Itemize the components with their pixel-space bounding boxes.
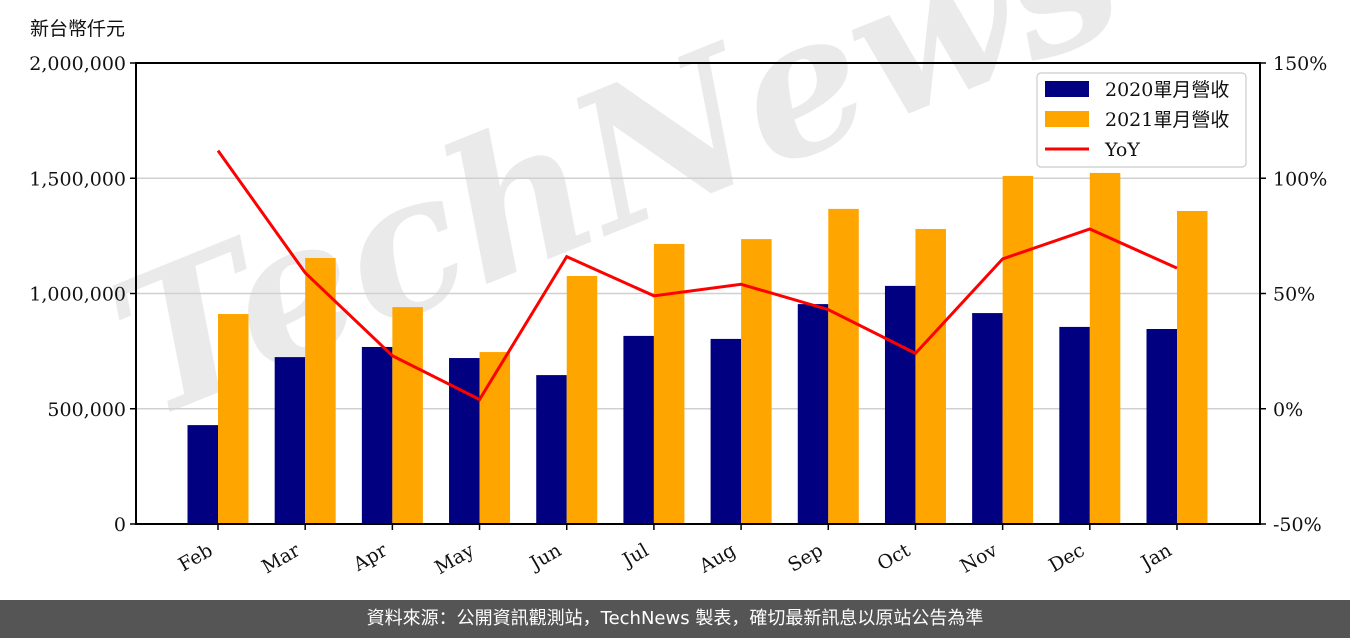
bar-2020單月營收-Sep [797, 304, 829, 524]
bar-2021單月營收-Jan [1177, 210, 1208, 524]
y2-tick-label: 100% [1273, 168, 1327, 190]
legend-swatch [1045, 111, 1089, 127]
x-tick-label: Jul [617, 539, 652, 572]
source-footer: 資料來源：公開資訊觀測站，TechNews 製表，確切最新訊息以原站公告為準 [0, 600, 1350, 638]
bar-2021單月營收-Jun [566, 275, 598, 524]
y2-tick-label: 50% [1273, 284, 1315, 306]
bar-2021單月營收-Jul [653, 243, 685, 524]
bar-2020單月營收-Jun [536, 375, 567, 524]
x-tick-label: May [431, 539, 478, 579]
y2-tick-label: 150% [1273, 53, 1327, 75]
bar-2021單月營收-Nov [1002, 175, 1034, 524]
bar-series [187, 172, 1208, 525]
y-tick-label: 1,000,000 [29, 284, 126, 306]
y2-tick-label: 0% [1273, 399, 1303, 421]
y-tick-label: 500,000 [47, 399, 126, 421]
bar-2020單月營收-Aug [710, 338, 742, 524]
bar-2020單月營收-Jan [1146, 328, 1177, 524]
bar-2021單月營收-Feb [218, 314, 249, 524]
bar-2020單月營收-Apr [361, 346, 393, 524]
x-tick-label: Apr [349, 539, 392, 576]
bar-2021單月營收-Aug [741, 239, 772, 525]
revenue-chart: TechNews 0500,0001,000,0001,500,0002,000… [29, 0, 1327, 579]
bar-2020單月營收-Mar [274, 357, 306, 524]
y-axis-unit-label: 新台幣仟元 [30, 18, 126, 40]
x-tick-label: Oct [874, 539, 915, 575]
x-tick-label: Sep [784, 539, 827, 576]
legend-swatch [1045, 81, 1089, 97]
y-tick-label: 2,000,000 [29, 53, 126, 75]
x-tick-label: Aug [695, 539, 740, 578]
bar-2021單月營收-Dec [1089, 172, 1121, 525]
legend-label: YoY [1104, 139, 1140, 161]
bar-2021單月營收-Apr [392, 307, 423, 524]
bar-2021單月營收-Sep [828, 208, 859, 524]
legend-label: 2020單月營收 [1105, 79, 1229, 101]
bar-2020單月營收-Nov [972, 313, 1003, 524]
y-tick-label: 0 [114, 514, 126, 536]
x-tick-label: Mar [258, 539, 304, 578]
bar-2021單月營收-Oct [915, 228, 946, 524]
yoy-line [216, 149, 1178, 402]
legend-label: 2021單月營收 [1105, 109, 1229, 131]
x-tick-label: Dec [1045, 539, 1088, 577]
y-tick-label: 1,500,000 [29, 168, 126, 190]
bar-2021單月營收-Mar [305, 258, 336, 524]
x-tick-label: Feb [175, 539, 217, 576]
legend: 2020單月營收 2021單月營收 YoY [1036, 72, 1247, 168]
x-tick-label: Jan [1136, 539, 1176, 575]
bar-2020單月營收-Feb [187, 425, 218, 524]
bar-2020單月營收-Oct [884, 285, 916, 524]
bar-2020單月營收-Dec [1059, 326, 1090, 524]
bar-2021單月營收-May [479, 352, 511, 524]
y2-tick-label: -50% [1273, 514, 1322, 536]
legend-box [1036, 72, 1247, 168]
bar-2020單月營收-Jul [623, 335, 654, 524]
x-tick-label: Nov [957, 539, 1002, 578]
bar-2020單月營收-May [449, 358, 480, 524]
yoy-line-series [216, 149, 1178, 402]
x-tick-label: Jun [525, 539, 566, 575]
